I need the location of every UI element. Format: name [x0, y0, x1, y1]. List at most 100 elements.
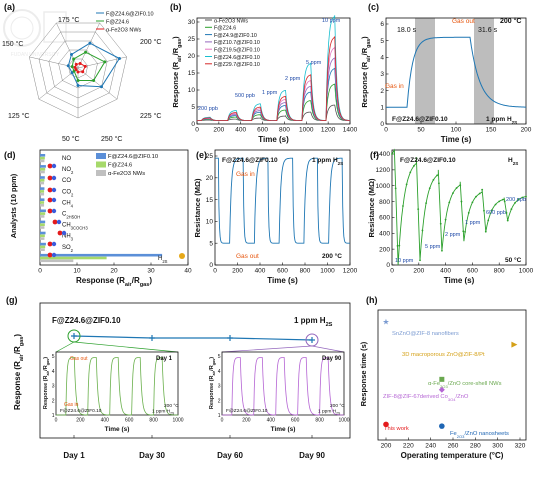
concentration-label: 500 ppb [235, 93, 255, 99]
selectivity-bar [40, 165, 46, 168]
analyte-label: NH3 [62, 234, 74, 242]
sample-label: F@Z24.6@ZIF0.10 [222, 157, 278, 164]
temperature-label: 200 °C [322, 252, 342, 260]
selectivity-bar [40, 215, 45, 218]
sample-label: F@Z24.6@ZIF0.10 [392, 116, 448, 123]
data-point [394, 187, 397, 190]
selectivity-bar [40, 248, 45, 251]
data-point [494, 203, 497, 206]
x-tick-label: 1000 [519, 268, 534, 275]
analyte-label: SO2 [62, 245, 74, 253]
inset-title: Day 1 [156, 356, 173, 362]
inset-x-tick-label: 0 [221, 418, 224, 424]
selectivity-bar [40, 198, 45, 201]
data-point [425, 202, 428, 205]
data-point [419, 259, 421, 262]
radar-point [76, 84, 80, 87]
analyte-label: CH4 [62, 200, 74, 208]
data-point [505, 212, 508, 214]
x-tick-label: 40 [184, 268, 192, 275]
panel-letter-f: (f) [370, 150, 379, 160]
inset-y-tick-label: 3 [52, 384, 55, 390]
gas-in-label: Gas in [236, 171, 255, 178]
y-tick-label: 5 [209, 240, 213, 247]
radar-point [66, 64, 70, 68]
radar-point [74, 62, 78, 66]
concentration-label: 200 ppb [198, 106, 218, 112]
y-axis-label: Resistance (MΩ) [193, 178, 202, 237]
inset-y-axis-label: Response (Rair/Rgas) [209, 357, 216, 409]
data-point [455, 187, 458, 189]
inset-y-tick-label: 3 [218, 384, 221, 390]
inset-x-tick-label: 400 [267, 418, 276, 424]
radar-point [99, 85, 103, 89]
data-point [506, 219, 509, 222]
inset-x-tick-label: 1000 [338, 418, 349, 424]
x-tick-label: 800 [279, 127, 290, 134]
connector-line [221, 345, 313, 353]
x-tick-label: 150 [486, 127, 497, 134]
radar-point [78, 61, 82, 65]
selectivity-bar [40, 179, 45, 182]
x-tick-label: 800 [300, 268, 311, 275]
inset-y-axis-label: Response (Rair/Rgas) [43, 357, 50, 409]
data-point [521, 196, 524, 199]
connector-line [55, 341, 75, 353]
y-tick-label: 3 [380, 71, 384, 78]
molecule-atom-icon [51, 163, 57, 169]
inset-temperature-label: 200 °C [164, 403, 179, 409]
selectivity-bar [40, 212, 46, 215]
concentration-label: 5 ppm [306, 60, 322, 66]
molecule-atom-icon [61, 230, 67, 236]
analyte-label: CH3COCH3 [62, 223, 88, 231]
radar-point [92, 78, 96, 82]
data-point [402, 205, 404, 207]
y-tick-label: 800 [379, 199, 390, 206]
y-tick-label: 25 [206, 153, 214, 160]
y-tick-label: 5 [191, 104, 195, 111]
x-tick-label: 1400 [343, 127, 358, 134]
temperature-label: 50 °C [505, 256, 522, 264]
y-tick-label: 25 [188, 36, 196, 43]
radar-point [84, 50, 88, 54]
radar-axis-label: 250 °C [101, 135, 122, 143]
data-point [415, 157, 418, 159]
legend-label: F@Z24.6 [108, 163, 132, 169]
molecule-atom-icon [47, 241, 53, 247]
selectivity-bar [40, 201, 45, 204]
x-axis-label: Time (s) [258, 135, 289, 144]
radar-spoke [56, 22, 79, 69]
x-tick-label: 280 [470, 443, 481, 450]
inset-response-curve [222, 357, 344, 416]
radar-axis-label: 225 °C [140, 112, 161, 120]
y-tick-label: 2 [380, 88, 384, 95]
molecule-atom-icon [51, 241, 57, 247]
x-tick-label: 600 [467, 268, 478, 275]
x-tick-label: 50 [417, 127, 425, 134]
panel-letter-d: (d) [4, 150, 16, 160]
data-point [483, 209, 485, 212]
x-axis-label: Time (s) [267, 276, 298, 285]
data-point [490, 209, 493, 212]
selectivity-bar [40, 192, 45, 196]
legend-label: F@Z4.9@ZIF0.10 [214, 33, 257, 39]
panel-letter-h: (h) [366, 295, 378, 305]
inset-title: Day 90 [322, 356, 342, 362]
gas-label: H2S [508, 157, 518, 166]
x-tick-label: 260 [448, 443, 459, 450]
x-tick-label: 600 [277, 268, 288, 275]
data-point [498, 200, 501, 203]
data-point-star-icon: ★ [382, 317, 389, 326]
data-point [436, 174, 438, 177]
legend-label: α-Fe2O3 NWs [214, 18, 248, 24]
molecule-atom-icon [51, 175, 57, 181]
x-tick-label: 100 [451, 127, 462, 134]
x-tick-label: 240 [425, 443, 436, 450]
legend-label: α-Fe2O3 NWs [108, 171, 145, 177]
molecule-atom-icon [47, 252, 53, 258]
stability-marker [71, 333, 77, 339]
y-axis-label: Response (Rair/Rgas) [171, 36, 183, 108]
selectivity-bar [40, 245, 46, 249]
selectivity-bar [40, 220, 46, 224]
selectivity-bar [40, 187, 45, 190]
